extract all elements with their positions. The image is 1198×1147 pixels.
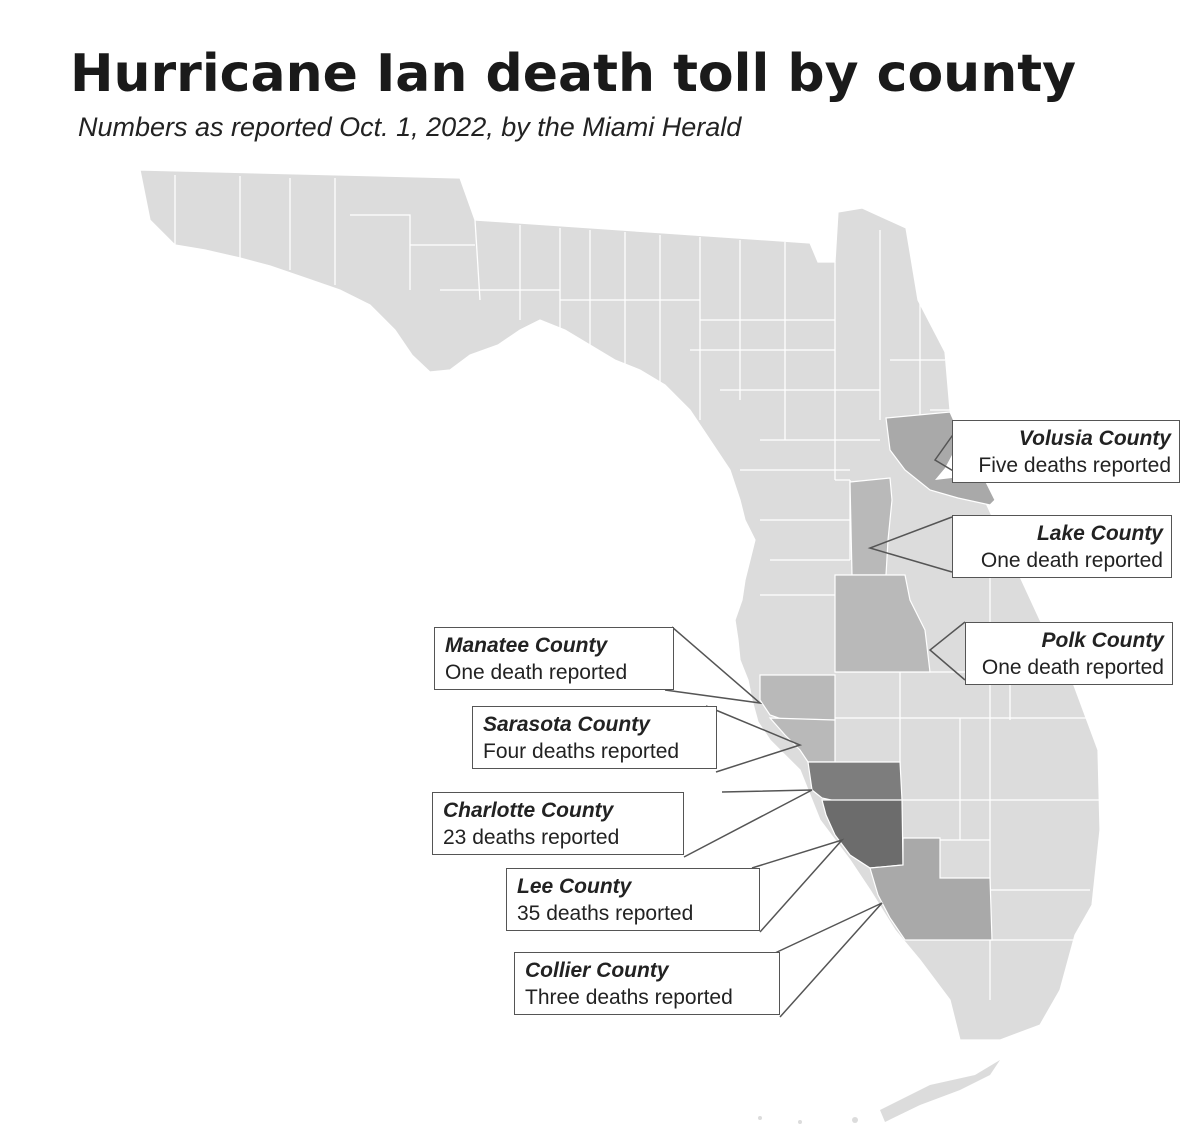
map-subtitle: Numbers as reported Oct. 1, 2022, by the… — [78, 112, 742, 142]
lake-county — [849, 477, 893, 576]
county-name: Collier County — [525, 959, 669, 982]
county-deaths: Three deaths reported — [525, 986, 733, 1009]
map-title: Hurricane Ian death toll by county — [70, 44, 1076, 104]
callout-polk-county: Polk County One death reported — [965, 622, 1173, 685]
county-name: Polk County — [1041, 629, 1164, 652]
polk-county — [834, 574, 931, 673]
county-deaths: Four deaths reported — [483, 740, 680, 763]
county-name: Sarasota County — [483, 713, 650, 736]
county-deaths: One death reported — [980, 549, 1163, 572]
county-name: Charlotte County — [443, 799, 614, 822]
callout-manatee-county: Manatee County One death reported — [434, 627, 674, 690]
charlotte-county — [807, 761, 903, 803]
county-deaths: One death reported — [981, 656, 1164, 679]
county-name: Lake County — [1036, 522, 1163, 545]
county-deaths: Five deaths reported — [978, 454, 1171, 477]
county-deaths: 23 deaths reported — [443, 826, 620, 849]
county-deaths: 35 deaths reported — [517, 902, 694, 925]
callout-collier-county: Collier County Three deaths reported — [514, 952, 780, 1015]
callout-volusia-county: Volusia County Five deaths reported — [952, 420, 1180, 483]
county-deaths: One death reported — [445, 661, 628, 684]
florida-keys — [758, 1060, 1000, 1124]
county-name: Volusia County — [1018, 427, 1171, 450]
lee-county — [821, 799, 904, 869]
callout-sarasota-county: Sarasota County Four deaths reported — [472, 706, 717, 769]
county-borders — [174, 175, 1100, 1000]
callout-lake-county: Lake County One death reported — [952, 515, 1172, 578]
county-name: Manatee County — [445, 634, 608, 657]
collier-county — [869, 837, 993, 941]
county-name: Lee County — [517, 875, 632, 898]
manatee-county — [759, 674, 836, 723]
callout-lee-county: Lee County 35 deaths reported — [506, 868, 760, 931]
callout-charlotte-county: Charlotte County 23 deaths reported — [432, 792, 684, 855]
